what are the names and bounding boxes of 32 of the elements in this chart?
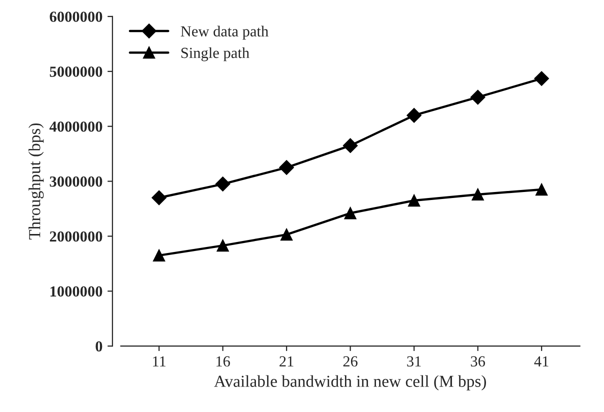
point — [536, 183, 548, 196]
legend-label: Single path — [181, 47, 250, 62]
y-tick-label: 0 — [96, 341, 102, 352]
point — [344, 207, 356, 220]
y-tick-label: 1000000 — [50, 286, 102, 297]
y-tick-label: 5000000 — [50, 66, 102, 77]
x-tick-label: 31 — [407, 356, 421, 367]
y-tick-label: 3000000 — [50, 176, 102, 187]
point — [472, 188, 484, 201]
x-tick-label: 21 — [280, 356, 294, 366]
x-tick-label: 36 — [470, 356, 486, 367]
point — [406, 108, 422, 123]
y-tick-label: 6000000 — [50, 12, 102, 22]
y-tick-label: 2000000 — [50, 231, 102, 242]
x-tick-label: 26 — [343, 356, 358, 367]
point — [279, 160, 294, 175]
legend-label: New data path — [180, 26, 268, 40]
point — [280, 228, 293, 241]
x-tick-label: 41 — [534, 356, 548, 366]
point — [470, 90, 486, 105]
y-axis-title: Throughput (bps) — [28, 123, 44, 240]
point — [216, 239, 229, 252]
point — [215, 176, 230, 192]
x-tick-label: 11 — [153, 356, 166, 366]
point — [534, 71, 549, 86]
x-tick-label: 16 — [216, 356, 230, 367]
point — [408, 194, 420, 207]
point — [152, 249, 166, 262]
x-axis-title: Available bandwidth in new cell (M bps) — [214, 375, 486, 390]
point — [342, 138, 358, 153]
y-tick-label: 4000000 — [49, 121, 102, 132]
point — [152, 190, 166, 206]
